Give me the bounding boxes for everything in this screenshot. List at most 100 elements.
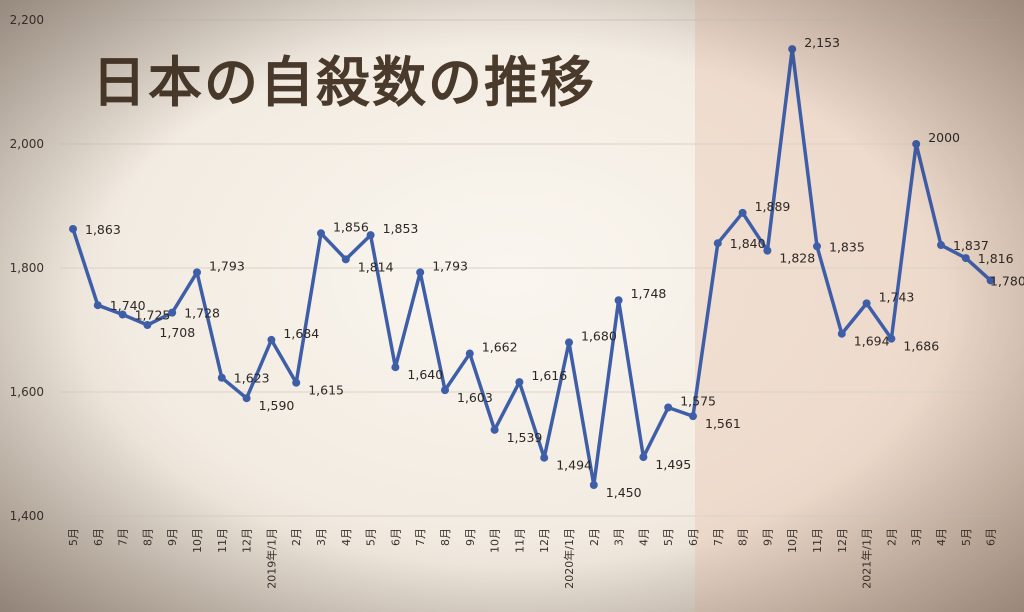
data-point <box>986 276 995 285</box>
data-label: 1,616 <box>531 368 567 383</box>
data-point <box>193 268 201 277</box>
data-point <box>242 394 251 403</box>
x-tick-label: 7月 <box>712 528 725 546</box>
y-tick-label: 2,000 <box>10 137 44 151</box>
data-label: 1,686 <box>903 339 939 354</box>
x-tick-label: 2月 <box>290 528 303 546</box>
data-label: 1,539 <box>507 430 543 445</box>
x-tick-label: 8月 <box>737 528 750 546</box>
data-point <box>540 453 549 462</box>
data-label: 1,856 <box>333 219 369 234</box>
data-point <box>961 254 970 263</box>
chart-title: 日本の自殺数の推移 <box>92 51 596 114</box>
x-tick-label: 3月 <box>315 528 328 546</box>
data-point <box>713 239 722 248</box>
highlight-band <box>695 0 1024 612</box>
x-tick-label: 2月 <box>885 528 898 546</box>
x-tick-label: 6月 <box>687 528 700 546</box>
x-tick-label: 2019年/1月 <box>264 528 278 589</box>
data-point <box>515 378 524 387</box>
x-tick-label: 5月 <box>662 528 675 546</box>
data-point <box>143 321 152 330</box>
x-tick-label: 7月 <box>117 528 130 546</box>
data-point <box>366 231 375 240</box>
data-point <box>937 241 945 250</box>
x-tick-label: 11月 <box>513 528 526 553</box>
data-label: 1,889 <box>755 199 791 214</box>
data-point <box>93 301 102 310</box>
data-point <box>813 242 821 251</box>
x-tick-label: 12月 <box>836 528 849 553</box>
x-tick-label: 7月 <box>414 528 427 546</box>
data-label: 1,590 <box>259 398 295 413</box>
x-tick-label: 8月 <box>439 528 452 546</box>
x-tick-label: 12月 <box>538 528 551 553</box>
data-label: 1,816 <box>978 251 1014 266</box>
x-tick-label: 9月 <box>761 528 774 546</box>
data-label: 1,694 <box>854 334 890 349</box>
x-tick-label: 11月 <box>216 528 229 553</box>
data-point <box>912 140 921 148</box>
data-label: 1,793 <box>432 258 468 273</box>
data-point <box>689 412 697 421</box>
data-label: 1,793 <box>209 258 245 273</box>
x-tick-label: 4月 <box>340 528 353 546</box>
x-tick-label: 4月 <box>935 528 948 546</box>
data-point <box>738 208 747 217</box>
data-label: 1,835 <box>829 239 865 254</box>
data-label: 1,495 <box>655 457 691 472</box>
x-tick-label: 11月 <box>811 528 824 553</box>
data-label: 1,748 <box>631 286 667 301</box>
y-tick-label: 1,800 <box>10 261 44 275</box>
data-label: 1,728 <box>184 306 220 321</box>
x-tick-label: 2月 <box>588 528 601 546</box>
data-label: 1,708 <box>159 325 195 340</box>
data-label: 1,561 <box>705 416 741 431</box>
data-label: 1,680 <box>581 328 617 343</box>
y-tick-label: 2,200 <box>10 13 44 27</box>
data-label: 1,684 <box>283 326 319 341</box>
data-point <box>614 296 623 305</box>
data-point <box>292 378 301 387</box>
data-label: 1,640 <box>407 367 443 382</box>
data-point <box>664 403 673 412</box>
data-point <box>391 363 400 372</box>
data-label: 1,740 <box>110 298 146 313</box>
x-tick-label: 9月 <box>464 528 477 546</box>
data-point <box>837 329 846 338</box>
data-label: 1,863 <box>85 222 121 237</box>
series-line <box>71 47 993 487</box>
x-tick-label: 8月 <box>141 528 154 546</box>
data-label: 1,725 <box>135 308 171 323</box>
data-label: 1,780 <box>990 273 1024 288</box>
x-tick-label: 6月 <box>389 528 402 546</box>
data-point <box>465 349 474 358</box>
data-point <box>589 481 598 489</box>
data-label: 1,853 <box>383 221 419 236</box>
data-label: 1,828 <box>779 251 815 266</box>
data-label: 1,615 <box>308 383 344 398</box>
data-label: 1,450 <box>606 485 642 500</box>
data-label: 2,153 <box>804 35 840 50</box>
x-tick-label: 5月 <box>67 528 80 546</box>
data-point <box>441 386 449 395</box>
data-point <box>118 310 127 319</box>
x-tick-label: 12月 <box>241 528 254 553</box>
data-point <box>341 255 350 264</box>
x-tick-label: 10月 <box>191 528 204 553</box>
data-point <box>416 268 425 277</box>
y-tick-label: 1,600 <box>10 385 44 399</box>
data-point <box>862 299 871 308</box>
data-label: 1,603 <box>457 390 493 405</box>
data-point <box>267 335 276 344</box>
x-tick-label: 2020年/1月 <box>562 528 576 589</box>
data-point <box>565 338 573 347</box>
data-label: 1,814 <box>358 259 394 274</box>
data-point <box>69 224 77 233</box>
data-label: 1,662 <box>482 340 518 355</box>
x-tick-label: 5月 <box>960 528 973 546</box>
x-tick-label: 9月 <box>166 528 179 546</box>
data-point <box>887 334 896 343</box>
